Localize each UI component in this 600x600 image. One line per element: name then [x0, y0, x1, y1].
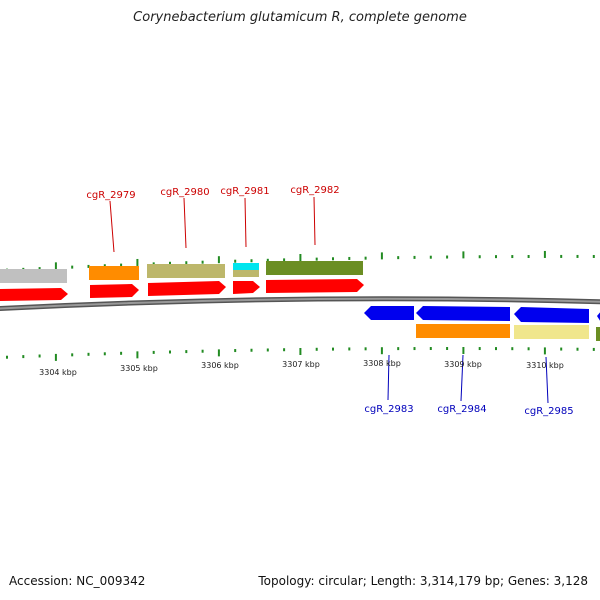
- genome-title: Corynebacterium glutamicum R, complete g…: [133, 10, 467, 25]
- forward-cds-arrow[interactable]: [0, 288, 68, 301]
- inner-tick-row: [6, 347, 595, 361]
- forward-cds-arrow-cgR_2979[interactable]: [90, 284, 139, 298]
- axis-label-3306: 3306 kbp: [201, 361, 239, 370]
- axis-label-3310: 3310 kbp: [526, 361, 564, 370]
- gene-label-cgR_2980[interactable]: cgR_2980: [160, 187, 209, 198]
- gene-label-cgR_2979[interactable]: cgR_2979: [86, 190, 135, 201]
- genome-backbone-highlight: [0, 297, 600, 310]
- forward-cog-feature-gray[interactable]: [0, 269, 67, 283]
- gene-leader-line: [313, 196, 316, 246]
- gene-leader-line: [545, 356, 549, 404]
- gene-leader-line: [244, 197, 247, 248]
- reverse-cog-feature-lightkhaki[interactable]: [514, 325, 589, 339]
- reverse-cds-arrow-cgR_2985[interactable]: [514, 307, 589, 323]
- forward-cds-arrow-cgR_2982[interactable]: [266, 279, 364, 293]
- reverse-cog-feature-olive[interactable]: [596, 327, 600, 341]
- axis-label-3305: 3305 kbp: [120, 364, 158, 373]
- gene-leader-line: [387, 354, 390, 401]
- gene-leader-line: [109, 200, 115, 253]
- gene-label-cgR_2982[interactable]: cgR_2982: [290, 185, 339, 196]
- forward-cds-arrow-cgR_2980[interactable]: [148, 281, 226, 296]
- gene-label-cgR_2983[interactable]: cgR_2983: [364, 404, 413, 415]
- genome-summary-text: Topology: circular; Length: 3,314,179 bp…: [258, 574, 588, 588]
- gene-label-cgR_2985[interactable]: cgR_2985: [524, 406, 573, 417]
- accession-text: Accession: NC_009342: [9, 574, 146, 588]
- forward-cog-feature-khaki-small[interactable]: [233, 270, 259, 277]
- gene-leader-line: [183, 197, 187, 249]
- reverse-cds-arrow-cgR_2984[interactable]: [416, 306, 510, 321]
- axis-label-3308: 3308 kbp: [363, 359, 401, 368]
- axis-label-3304: 3304 kbp: [39, 368, 77, 377]
- gene-label-cgR_2984[interactable]: cgR_2984: [437, 404, 486, 415]
- reverse-cog-feature-orange[interactable]: [416, 324, 510, 338]
- reverse-cds-arrow-edge[interactable]: [597, 310, 600, 324]
- forward-cog-feature-cyan[interactable]: [233, 263, 259, 270]
- forward-cog-feature-orange[interactable]: [89, 266, 139, 280]
- forward-cds-arrow-cgR_2981[interactable]: [233, 281, 260, 294]
- axis-label-3309: 3309 kbp: [444, 360, 482, 369]
- gene-label-cgR_2981[interactable]: cgR_2981: [220, 186, 269, 197]
- gene-leader-line: [460, 354, 464, 402]
- forward-cog-feature-olive[interactable]: [266, 261, 363, 275]
- forward-cog-feature-khaki[interactable]: [147, 264, 225, 278]
- reverse-cds-arrow-cgR_2983[interactable]: [364, 306, 414, 320]
- axis-label-3307: 3307 kbp: [282, 360, 320, 369]
